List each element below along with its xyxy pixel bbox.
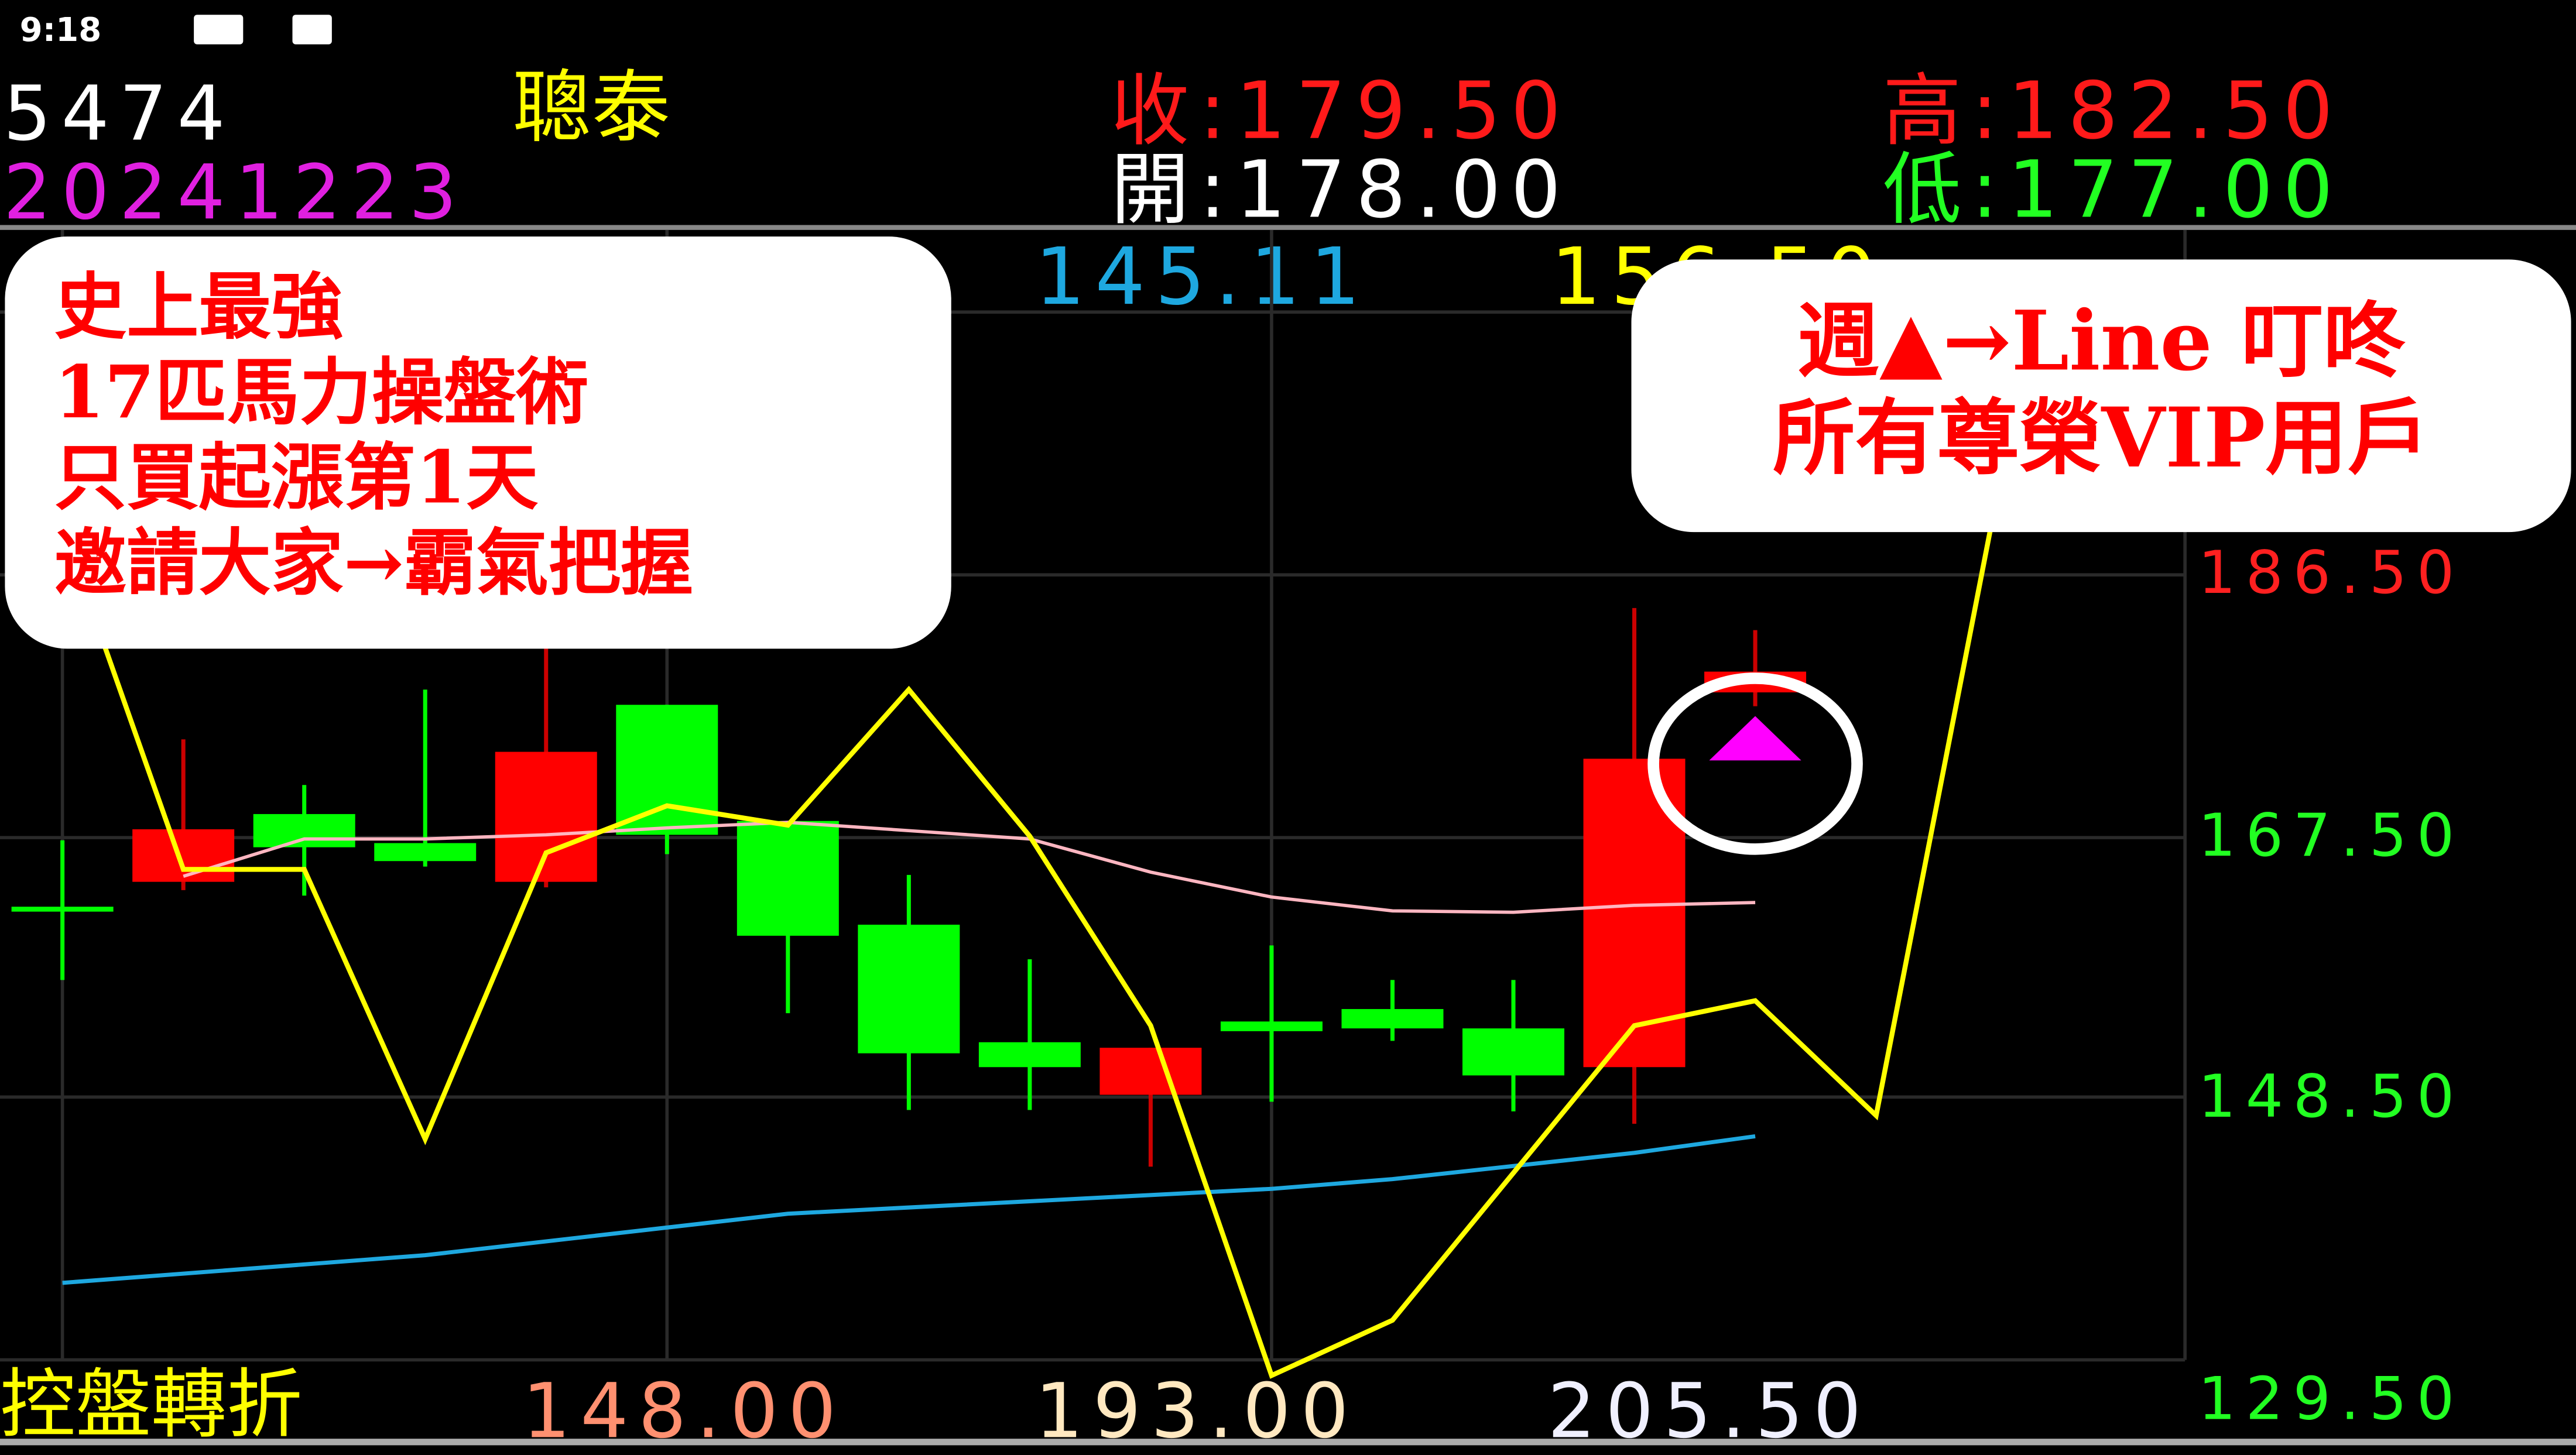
trade-date: 20241223 bbox=[3, 147, 467, 237]
candle-body bbox=[1462, 1028, 1564, 1076]
font-icon bbox=[292, 15, 332, 44]
open-price: 開:178.00 bbox=[1110, 144, 1571, 237]
y-tick-label: 148.50 bbox=[2198, 1064, 2465, 1132]
stock-code: 5474 bbox=[3, 68, 235, 158]
ma-value-blue: 145.11 bbox=[1034, 231, 1371, 324]
high-price: 高:182.50 bbox=[1882, 66, 2343, 158]
candle-body bbox=[132, 829, 235, 882]
signal-highlight-circle bbox=[1647, 672, 1863, 855]
callout-line: 17匹馬力操盤術 bbox=[54, 351, 589, 435]
callout-line: 只買起漲第1天 bbox=[54, 436, 539, 521]
candle-body bbox=[11, 907, 114, 912]
candle-body bbox=[737, 821, 839, 936]
candle-body bbox=[495, 751, 597, 882]
y-tick-label: 167.50 bbox=[2198, 803, 2465, 871]
footer-value: 193.00 bbox=[1034, 1366, 1359, 1455]
image-icon bbox=[194, 15, 244, 44]
candle-body bbox=[1099, 1048, 1202, 1095]
y-tick-label: 186.50 bbox=[2198, 540, 2465, 608]
low-price: 低:177.00 bbox=[1882, 144, 2343, 237]
candle-body bbox=[1220, 1021, 1323, 1031]
buy-signal-triangle-icon bbox=[1709, 716, 1801, 761]
footer-value: 148.00 bbox=[522, 1366, 847, 1455]
footer-divider bbox=[0, 1439, 2576, 1446]
promo-callout-left: 史上最強 17匹馬力操盤術 只買起漲第1天 邀請大家→霸氣把握 bbox=[5, 236, 951, 649]
candle-body bbox=[978, 1042, 1081, 1068]
ma-line-blue bbox=[62, 1134, 1756, 1285]
candle-body bbox=[374, 843, 477, 862]
callout-line: 史上最強 bbox=[54, 266, 344, 350]
y-tick-label: 129.50 bbox=[2198, 1366, 2465, 1434]
ma-line-pink bbox=[183, 821, 1756, 914]
turn-line-yellow bbox=[60, 526, 1993, 1379]
stock-name: 聰泰 bbox=[512, 62, 670, 155]
promo-callout-right: 週▲→Line 叮咚 所有尊榮VIP用戶 bbox=[1631, 259, 2571, 533]
callout-line: 所有尊榮VIP用戶 bbox=[1773, 389, 2430, 486]
footer-value: 205.50 bbox=[1547, 1366, 1872, 1455]
candle-body bbox=[1341, 1009, 1444, 1029]
footer-label: 控盤轉折 bbox=[0, 1360, 303, 1449]
candle-body bbox=[253, 814, 355, 847]
candle-body bbox=[616, 705, 718, 835]
callout-line: 邀請大家→霸氣把握 bbox=[54, 521, 693, 606]
header-divider bbox=[0, 225, 2576, 230]
status-time: 9:18 bbox=[19, 9, 102, 50]
close-price: 收:179.50 bbox=[1110, 66, 1571, 158]
candle-body bbox=[858, 924, 960, 1053]
callout-line: 週▲→Line 叮咚 bbox=[1797, 292, 2406, 390]
